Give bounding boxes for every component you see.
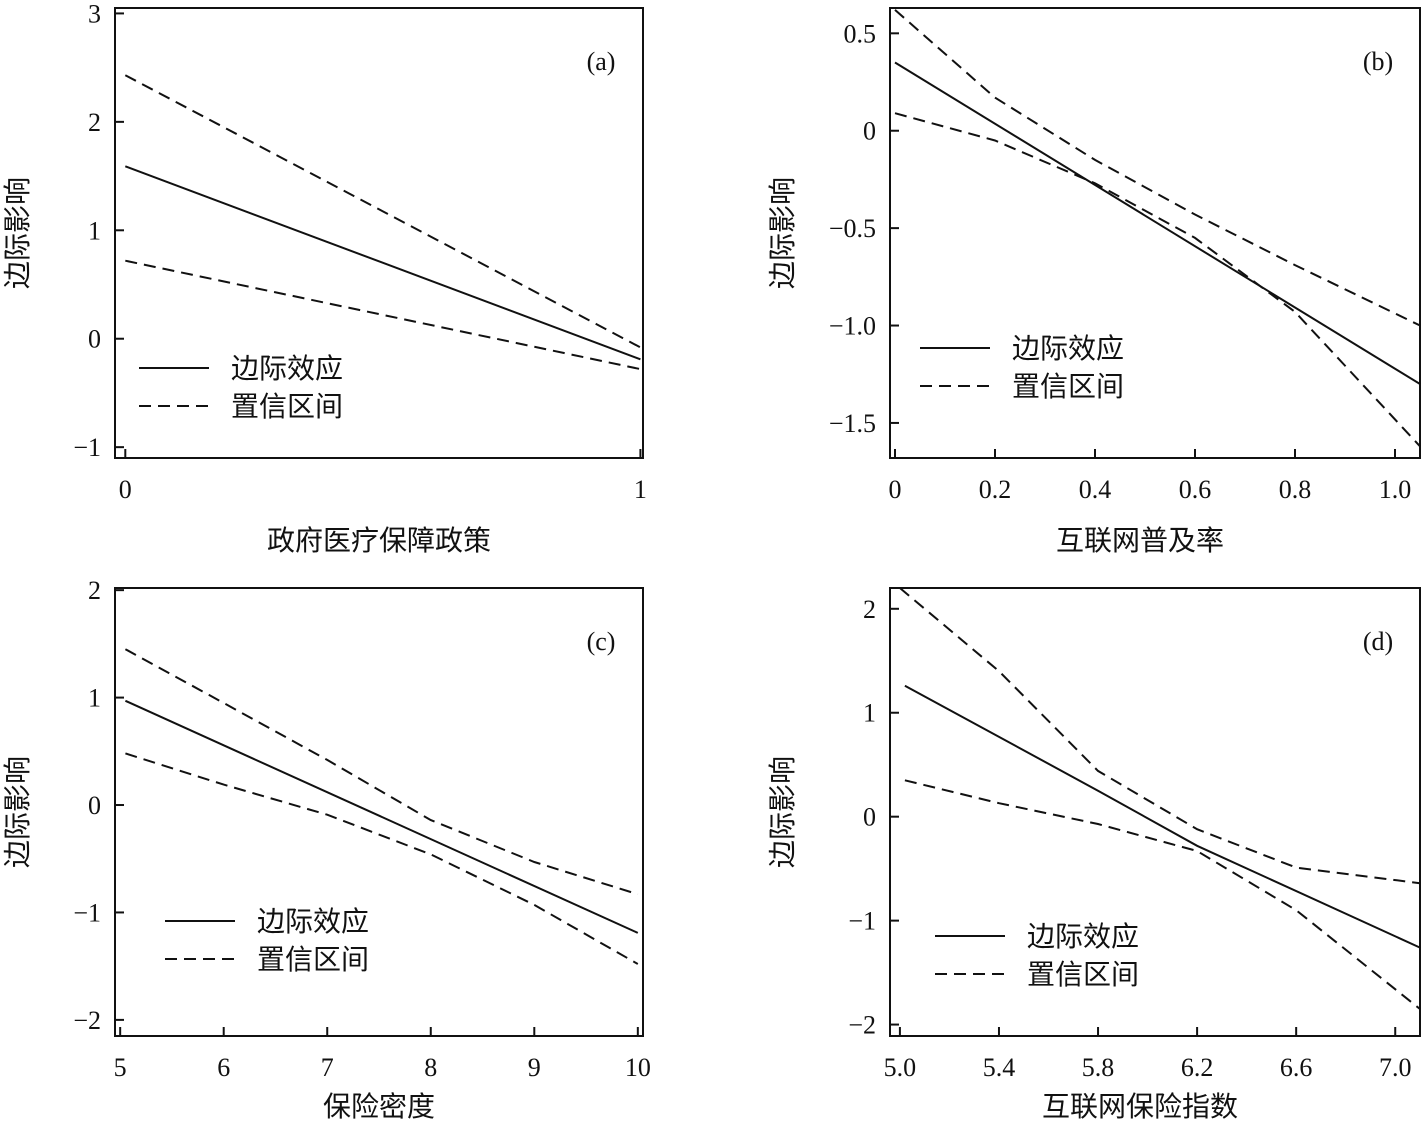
x-axis-label: 互联网普及率 (1056, 525, 1224, 557)
y-tick-label: 1 (88, 684, 101, 713)
y-tick-label: −1 (73, 433, 101, 462)
legend-label: 置信区间 (257, 944, 369, 976)
panel-label: (d) (1363, 627, 1393, 656)
x-axis-label: 互联网保险指数 (1042, 1091, 1238, 1123)
marginal-effect-line (124, 165, 641, 361)
panel-d: 5.0 5.4 5.8 6.2 6.6 7.0 −2 −1 0 1 2 互联网保险指数 边际影响 (d) 边… (767, 587, 1421, 1123)
panel-b: 0 0.2 0.4 0.6 0.8 1.0 0.5 0 −0.5 −1.0 −1.5 互联网普及率 边际… (767, 7, 1421, 557)
panel-label: (a) (587, 47, 616, 76)
x-tick-label: 0 (119, 475, 132, 504)
legend-label: 边际效应 (231, 353, 343, 385)
x-tick-label: 6.2 (1181, 1053, 1214, 1082)
y-tick-label: 2 (88, 576, 101, 605)
x-tick-label: 5.0 (884, 1053, 917, 1082)
x-tick-label: 1 (634, 475, 647, 504)
x-tick-label: 0.6 (1179, 475, 1212, 504)
marginal-effect-line (124, 699, 639, 934)
ci-upper-line (899, 587, 1421, 885)
y-tick-label: 0 (863, 117, 876, 146)
plot-frame (114, 7, 644, 459)
x-axis-label: 保险密度 (323, 1091, 435, 1123)
x-tick-label: 9 (528, 1053, 541, 1082)
plot-frame (889, 7, 1421, 459)
x-tick-label: 5.8 (1082, 1053, 1115, 1082)
legend-label: 边际效应 (1027, 921, 1139, 953)
legend-label: 置信区间 (1027, 959, 1139, 991)
y-tick-label: 2 (863, 595, 876, 624)
marginal-effect-line (904, 684, 1421, 949)
x-tick-label: 0 (889, 475, 902, 504)
x-tick-label: 0.4 (1079, 475, 1112, 504)
y-tick-label: −2 (73, 1006, 101, 1035)
legend-label: 边际效应 (257, 906, 369, 938)
ci-lower-line (904, 779, 1421, 1010)
ci-lower-line (125, 259, 641, 371)
x-tick-label: 0.2 (979, 475, 1012, 504)
y-tick-label: −2 (848, 1011, 876, 1040)
y-tick-label: 3 (88, 0, 101, 28)
x-tick-label: 5 (114, 1053, 127, 1082)
y-tick-label: −1 (73, 898, 101, 927)
y-tick-label: 0.5 (844, 19, 877, 48)
ci-upper-line (124, 648, 639, 896)
marginal-effect-line (894, 61, 1421, 385)
y-tick-label: −1.0 (829, 312, 876, 341)
y-axis-label: 边际影响 (767, 177, 799, 289)
y-axis-label: 边际影响 (2, 177, 34, 289)
y-axis-label: 边际影响 (767, 756, 799, 868)
y-tick-label: 1 (863, 699, 876, 728)
ci-upper-line (124, 74, 641, 349)
y-tick-label: −0.5 (829, 214, 876, 243)
y-tick-label: 2 (88, 108, 101, 137)
x-tick-label: 7 (321, 1053, 334, 1082)
x-tick-label: 1.0 (1379, 475, 1412, 504)
x-tick-label: 6.6 (1280, 1053, 1313, 1082)
y-tick-label: −1 (848, 907, 876, 936)
x-tick-label: 10 (625, 1053, 651, 1082)
x-tick-label: 7.0 (1379, 1053, 1412, 1082)
y-tick-label: −1.5 (829, 409, 876, 438)
x-tick-label: 0.8 (1279, 475, 1312, 504)
y-tick-label: 0 (88, 325, 101, 354)
x-tick-label: 8 (424, 1053, 437, 1082)
legend-label: 置信区间 (231, 391, 343, 423)
plot-frame (889, 587, 1421, 1037)
x-tick-label: 6 (217, 1053, 230, 1082)
y-tick-label: 0 (88, 791, 101, 820)
x-tick-label: 5.4 (983, 1053, 1016, 1082)
ci-upper-line (894, 9, 1421, 327)
y-axis-label: 边际影响 (2, 756, 34, 868)
panel-label: (b) (1363, 47, 1393, 76)
panel-label: (c) (587, 627, 616, 656)
ci-lower-line (894, 112, 1421, 447)
y-tick-label: 1 (88, 216, 101, 245)
ci-lower-line (125, 752, 639, 965)
legend-label: 置信区间 (1012, 371, 1124, 403)
x-axis-label: 政府医疗保障政策 (267, 525, 491, 557)
y-tick-label: 0 (863, 803, 876, 832)
legend-label: 边际效应 (1012, 333, 1124, 365)
plot-frame (114, 587, 644, 1037)
